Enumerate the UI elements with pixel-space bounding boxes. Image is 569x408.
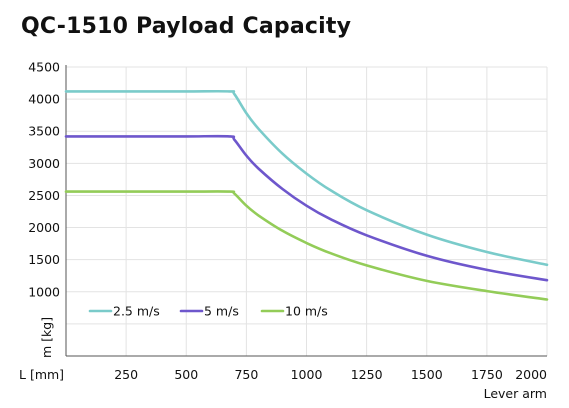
x-axis-label: Lever arm — [484, 386, 547, 401]
x-tick-label: 1250 — [351, 367, 383, 382]
x-tick-label: 2000 — [515, 367, 547, 382]
chart-title: QC-1510 Payload Capacity — [21, 14, 352, 39]
y-tick-label: 1500 — [28, 252, 60, 267]
y-tick-label: 4000 — [28, 92, 60, 107]
tick-labels: 1000 1500 2000 2500 3000 3500 4000 4500 250 500 75… — [28, 60, 547, 383]
legend-label-1: 2.5 m/s — [113, 304, 160, 319]
y-tick-label: 4500 — [28, 60, 60, 75]
series-line-2 — [64, 134, 549, 282]
series-line-3 — [64, 190, 549, 301]
legend-label-2: 5 m/s — [204, 304, 239, 319]
y-tick-label: 1000 — [28, 284, 60, 299]
y-tick-label: 3000 — [28, 156, 60, 171]
series-line-1 — [64, 89, 549, 267]
x-tick-label: 1000 — [291, 367, 323, 382]
x-tick-label: 500 — [174, 367, 198, 382]
y-tick-label: 2000 — [28, 220, 60, 235]
y-tick-label: 3500 — [28, 124, 60, 139]
x-tick-label: 1750 — [471, 367, 503, 382]
series-layer — [64, 89, 549, 301]
x-tick-label: 250 — [114, 367, 138, 382]
legend: 2.5 m/s 5 m/s 10 m/s — [88, 304, 328, 319]
y-tick-label: 2500 — [28, 188, 60, 203]
y-axis-label: m [kg] — [39, 317, 54, 358]
x-tick-label: 1500 — [411, 367, 443, 382]
x-tick-label: 750 — [234, 367, 258, 382]
legend-label-3: 10 m/s — [285, 304, 328, 319]
axes — [65, 65, 547, 357]
grid — [66, 66, 548, 356]
x-axis-unit-label: L [mm] — [19, 367, 64, 382]
